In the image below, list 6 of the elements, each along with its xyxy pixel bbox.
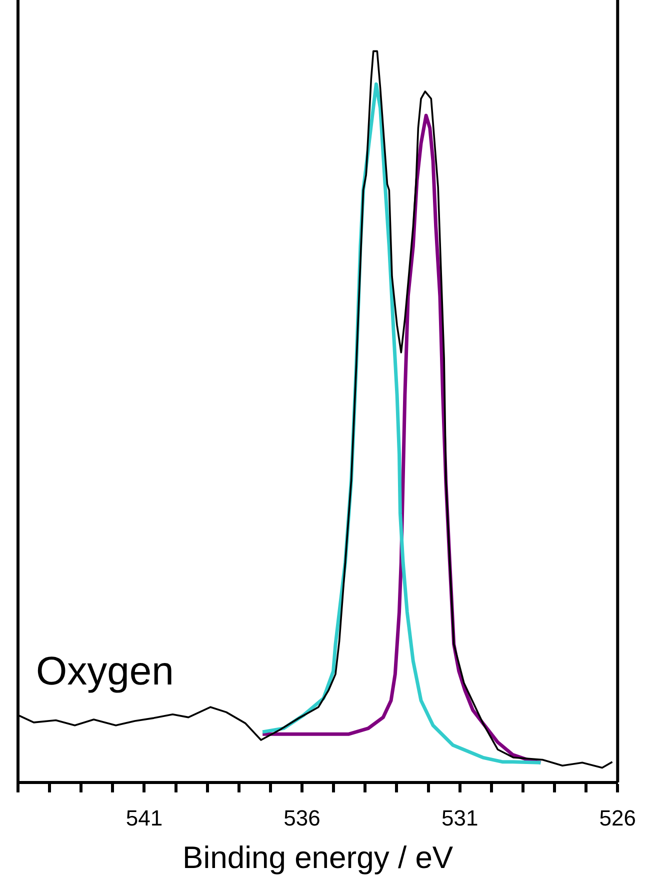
- x-tick-label: 536: [284, 806, 320, 831]
- annotation: Oxygen: [36, 649, 174, 694]
- x-axis-title: Binding energy / eV: [182, 840, 454, 875]
- x-tick-label: 531: [441, 806, 478, 831]
- x-tick-label: 541: [126, 806, 163, 831]
- x-tick-label: 526: [599, 806, 636, 831]
